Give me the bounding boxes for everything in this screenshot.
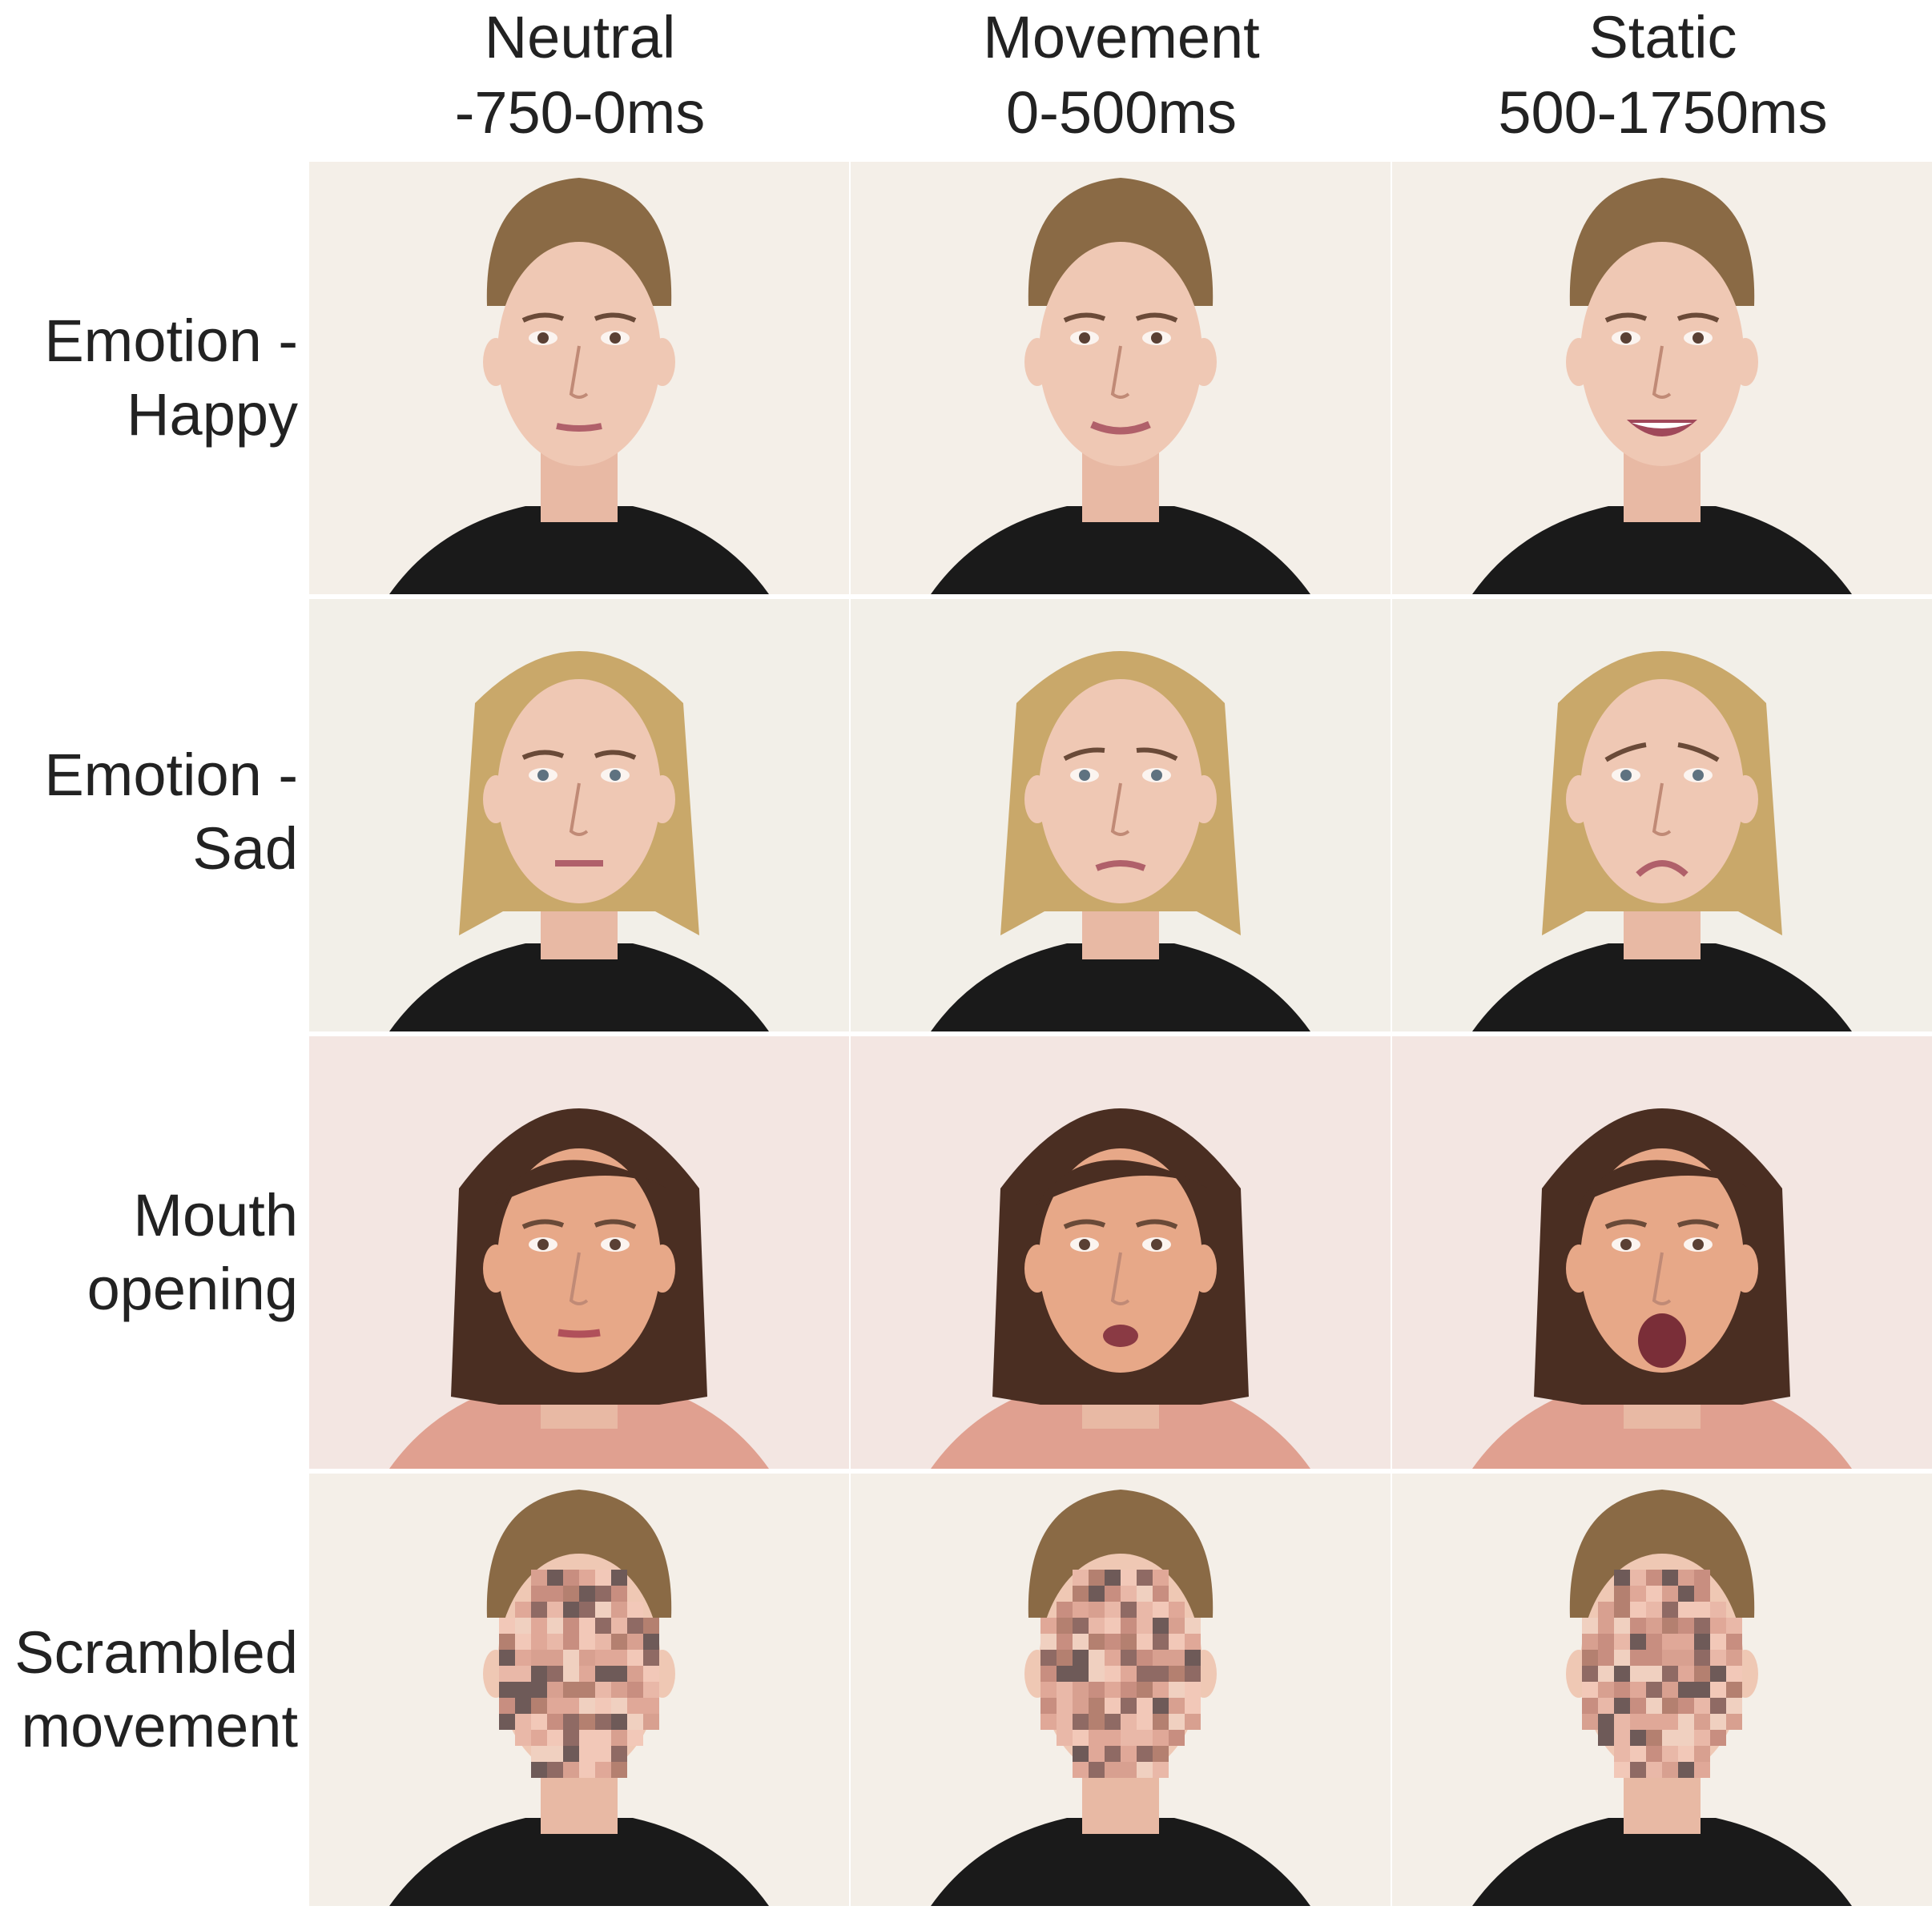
face-photo-image [851,1036,1391,1469]
face-photo [309,1474,849,1906]
row-label-line1: Emotion - [44,308,298,374]
row-label-mouth-opening: Mouth opening [0,1179,298,1326]
face-photo [851,1474,1391,1906]
column-header-static: Static 500-1750ms [1392,0,1932,151]
face-photo [1392,1474,1932,1906]
face-photo-image [309,1474,849,1906]
face-photo-image [851,162,1391,594]
column-header-neutral: Neutral -750-0ms [309,0,851,151]
row-label-line2: Sad [192,815,298,882]
face-photo [851,599,1391,1031]
face-photo [851,162,1391,594]
row-label-line1: Mouth [133,1182,298,1249]
row-label-line2: opening [87,1256,298,1322]
row-label-emotion-sad: Emotion - Sad [0,738,298,886]
column-title: Static [1588,4,1737,70]
column-title: Neutral [484,4,676,70]
row-label-scrambled-movement: Scrambled movement [0,1616,298,1763]
face-photo-image [309,599,849,1031]
face-photo-image [1392,1474,1932,1906]
row-label-line1: Emotion - [44,742,298,808]
column-time-range: 0-500ms [1006,79,1237,146]
face-photo-image [851,599,1391,1031]
face-photo [1392,1036,1932,1469]
face-photo [1392,162,1932,594]
face-photo [851,1036,1391,1469]
row-label-line1: Scrambled [14,1619,298,1686]
row-label-line2: movement [21,1693,298,1759]
row-label-line2: Happy [127,381,298,448]
column-time-range: -750-0ms [454,79,706,146]
face-photo-image [309,1036,849,1469]
face-photo-image [309,162,849,594]
face-photo-image [1392,162,1932,594]
column-title: Movement [983,4,1260,70]
face-photo [1392,599,1932,1031]
face-photo-image [1392,1036,1932,1469]
face-photo-image [851,1474,1391,1906]
row-label-emotion-happy: Emotion - Happy [0,304,298,452]
face-photo-image [1392,599,1932,1031]
face-photo [309,1036,849,1469]
face-photo [309,599,849,1031]
column-header-movement: Movement 0-500ms [851,0,1392,151]
face-photo [309,162,849,594]
column-time-range: 500-1750ms [1498,79,1828,146]
